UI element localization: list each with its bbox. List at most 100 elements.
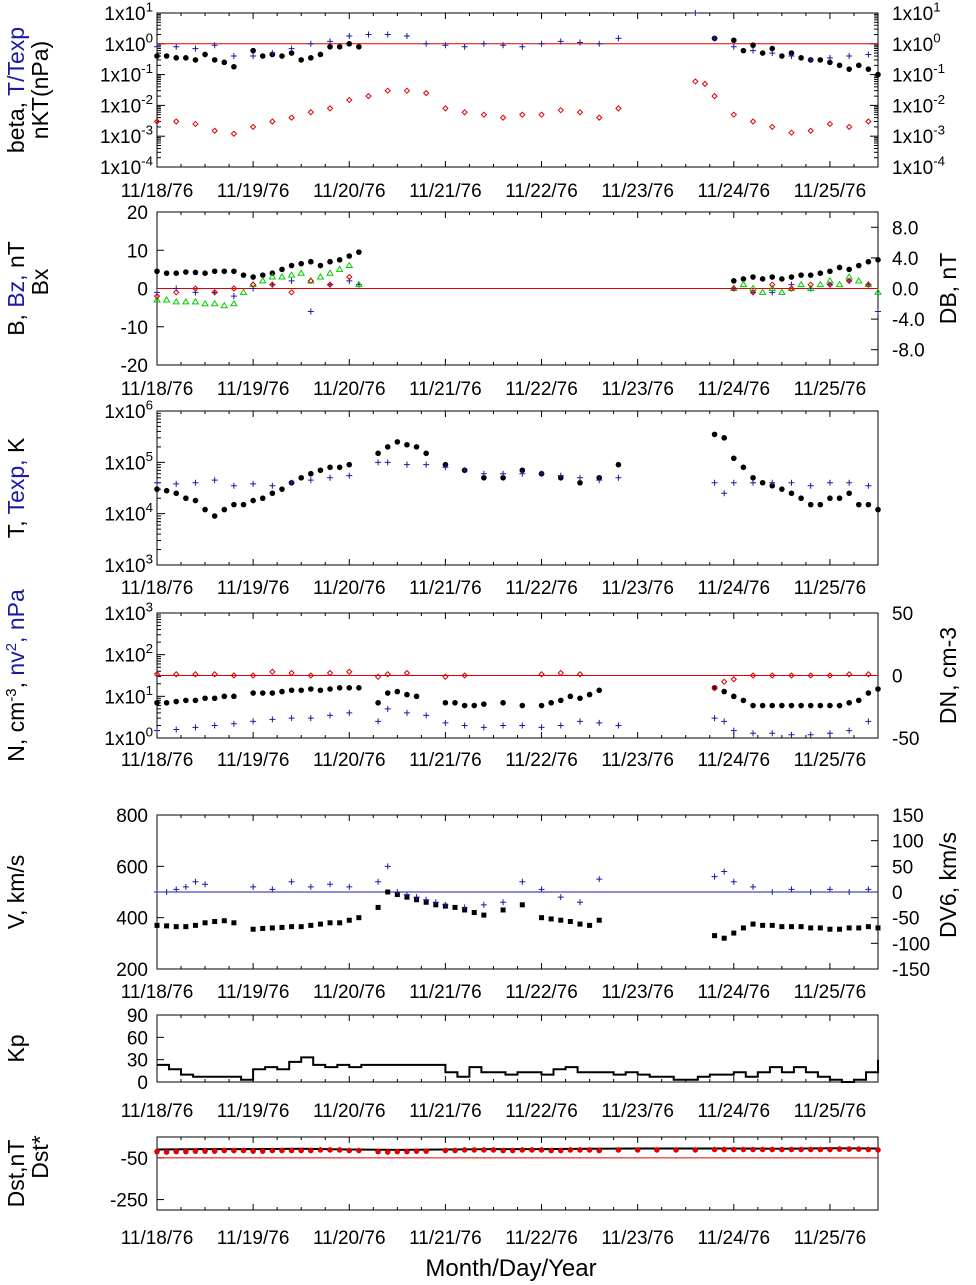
x-tick-label: 11/20/76: [313, 181, 386, 202]
y-tick-label: 1x101: [104, 0, 153, 25]
data-point: [529, 1147, 535, 1153]
data-point: [548, 699, 554, 706]
data-point: [307, 40, 314, 47]
data-point: [576, 474, 583, 481]
data-point: [586, 691, 593, 698]
data-point: [269, 482, 276, 489]
y-tick-label: -10: [121, 318, 148, 339]
series-dn: [153, 668, 872, 692]
data-point: [394, 688, 401, 695]
data-point: [788, 702, 795, 709]
data-point: [576, 718, 583, 725]
data-point: [557, 669, 564, 677]
data-point: [250, 690, 256, 696]
x-tick-label: 11/21/76: [409, 379, 482, 400]
data-point: [730, 727, 737, 734]
data-point: [865, 690, 872, 696]
y-tick-label: -50: [121, 1149, 148, 1170]
data-point: [807, 127, 814, 134]
data-point: [846, 889, 853, 895]
data-point: [798, 702, 804, 709]
data-point: [769, 922, 775, 928]
x-tick-label: 11/18/76: [121, 1101, 194, 1122]
data-point: [297, 269, 306, 276]
data-point: [807, 482, 814, 489]
y2-tick-label: 100: [892, 832, 924, 853]
data-point: [854, 276, 863, 284]
data-point: [317, 467, 324, 474]
data-point: [519, 702, 526, 709]
data-point: [163, 53, 170, 59]
data-point: [336, 43, 343, 50]
x-tick-label: 11/24/76: [698, 1101, 771, 1122]
data-point: [519, 722, 526, 729]
data-point: [596, 1147, 603, 1154]
data-point: [721, 718, 728, 725]
y-tick-label: 1x10-3: [100, 123, 153, 149]
panel-kp: 11/18/76 11/19/76 11/20/76 11/21/76 11/22/76…: [3, 1006, 879, 1122]
data-point: [538, 470, 545, 477]
data-point: [538, 111, 545, 118]
data-point: [721, 868, 728, 875]
data-point: [711, 479, 718, 486]
data-point: [750, 474, 756, 481]
data-point: [711, 431, 718, 438]
data-point: [307, 883, 314, 890]
x-tick-label: 11/25/76: [794, 982, 867, 1003]
data-point: [173, 55, 180, 61]
x-tick-label: 11/19/76: [217, 750, 290, 771]
data-point: [557, 1147, 564, 1154]
x-tick-label: 11/19/76: [217, 181, 290, 202]
data-point: [807, 272, 814, 278]
data-point: [788, 924, 794, 930]
data-point: [769, 45, 776, 52]
data-point: [163, 487, 170, 494]
data-point: [442, 105, 449, 112]
data-point: [442, 1147, 449, 1154]
y-axis-label-part: ,: [3, 676, 29, 689]
data-point: [750, 47, 757, 54]
data-point: [826, 479, 833, 486]
data-point: [269, 118, 276, 125]
data-point: [153, 671, 161, 678]
data-point: [384, 690, 391, 696]
data-point: [153, 292, 161, 300]
data-point: [154, 922, 160, 928]
data-point: [211, 722, 218, 729]
data-point: [557, 894, 564, 901]
data-point: [557, 722, 564, 729]
data-point: [442, 464, 449, 471]
y2-tick-label: 1x10-1: [892, 61, 945, 87]
data-point: [807, 501, 814, 508]
data-point: [596, 876, 603, 883]
data-point: [317, 51, 324, 58]
data-point: [250, 53, 257, 60]
data-point: [308, 922, 314, 928]
data-point: [461, 467, 468, 474]
data-point: [758, 288, 767, 295]
data-point: [557, 106, 564, 114]
data-point: [855, 501, 862, 508]
data-point: [326, 105, 334, 112]
data-point: [846, 727, 853, 734]
data-point: [519, 111, 526, 118]
y-tick-label: 1x101: [104, 683, 153, 709]
y-axis-label: beta, T/Texp: [3, 27, 29, 153]
series-db: [153, 273, 872, 300]
data-point: [769, 1146, 776, 1153]
y2-tick-label: 150: [892, 806, 924, 827]
data-point: [365, 92, 372, 100]
data-point: [519, 902, 525, 908]
data-point: [231, 920, 237, 926]
data-point: [230, 672, 238, 679]
data-point: [269, 281, 276, 288]
data-point: [865, 482, 872, 489]
x-tick-label: 11/21/76: [409, 750, 482, 771]
x-tick-label: 11/21/76: [409, 1101, 482, 1122]
data-point: [480, 111, 488, 118]
data-point: [730, 285, 738, 292]
data-point: [452, 904, 458, 910]
data-point: [865, 281, 872, 288]
data-point: [192, 1148, 199, 1154]
data-point: [826, 54, 833, 61]
